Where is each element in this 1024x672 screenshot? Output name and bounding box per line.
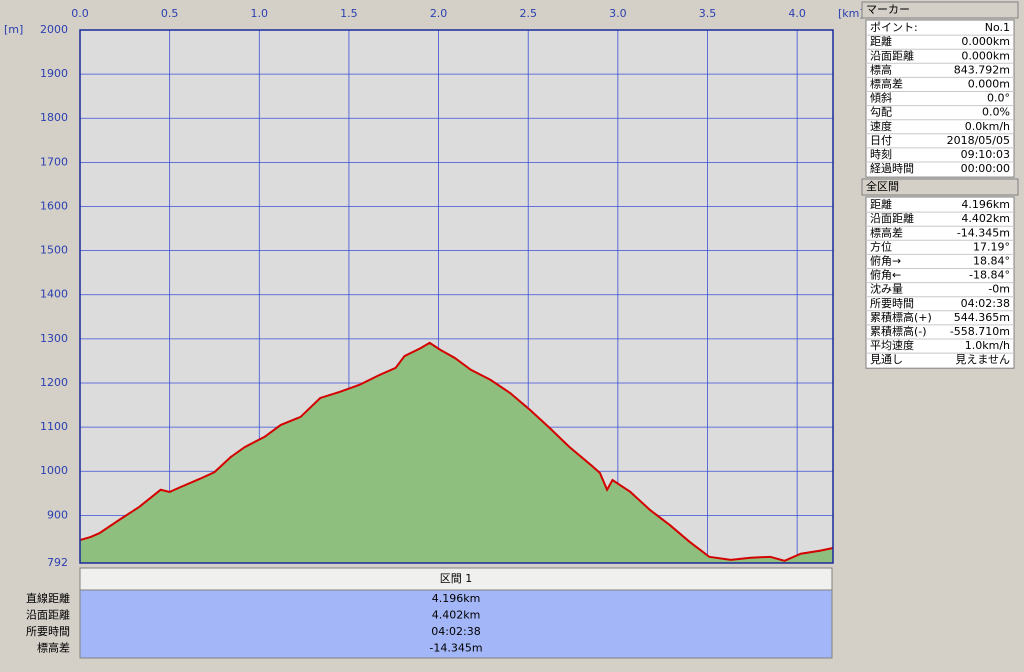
x-tick-label: 1.5 (340, 7, 358, 20)
panel-label: 標高 (870, 62, 892, 76)
y-tick-label: 1200 (40, 376, 68, 389)
section-header: 区間 1 (440, 572, 473, 585)
panel-box (865, 19, 1015, 178)
panel-label: 標高差 (870, 225, 903, 239)
section-label: 沿面距離 (26, 608, 70, 622)
y-tick-label: 1600 (40, 199, 68, 212)
panel-label: 沈み量 (870, 282, 903, 296)
section-values-box (79, 589, 833, 659)
section-value: 04:02:38 (431, 625, 480, 638)
x-tick-label: 3.5 (699, 7, 717, 20)
panel-value: -558.710m (950, 325, 1010, 338)
panel-label: 累積標高(-) (870, 324, 927, 338)
total-title: 全区間 (866, 179, 899, 193)
panel-value: 0.0° (987, 92, 1010, 105)
panel-value: 843.792m (954, 63, 1010, 76)
y-tick-label: 1300 (40, 332, 68, 345)
x-tick-label: 4.0 (788, 7, 806, 20)
y-tick-label: 1100 (40, 420, 68, 433)
panel-value: -14.345m (957, 226, 1010, 239)
panel-label: ポイント: (870, 21, 918, 34)
x-tick-label: 3.0 (609, 7, 627, 20)
panel-label: 俯角← (870, 268, 901, 282)
y-tick-label: 1000 (40, 464, 68, 477)
panel-label: 傾斜 (870, 91, 892, 105)
section-label: 直線距離 (26, 591, 70, 605)
section-value: 4.402km (432, 609, 481, 622)
panel-label: 沿面距離 (870, 48, 914, 62)
panel-value: 00:00:00 (961, 162, 1010, 175)
panel-label: 距離 (870, 34, 892, 48)
marker-title: マーカー (866, 3, 910, 16)
marker-title-box (861, 1, 1019, 19)
y-unit: [m] (4, 23, 23, 36)
panel-value: 2018/05/05 (947, 134, 1010, 147)
panel-value: 544.365m (954, 311, 1010, 324)
panel-label: 日付 (870, 134, 892, 147)
total-title-box (861, 178, 1019, 196)
elevation-line (79, 341, 834, 562)
panel-label: 俯角→ (870, 253, 901, 267)
y-tick-label: 1700 (40, 155, 68, 168)
panel-value: 1.0km/h (965, 339, 1010, 352)
panel-value: 0.000m (968, 77, 1010, 90)
panel-label: 経過時間 (870, 162, 914, 175)
panel-value: 0.000km (961, 49, 1010, 62)
x-tick-label: 1.0 (251, 7, 269, 20)
panel-value: 4.196km (961, 198, 1010, 211)
x-tick-label: 2.0 (430, 7, 448, 20)
panel-value: No.1 (985, 21, 1010, 34)
panel-value: -18.84° (969, 269, 1010, 282)
panel-label: 所要時間 (870, 297, 914, 310)
panel-value: -0m (988, 283, 1010, 296)
x-tick-label: 0.0 (71, 7, 89, 20)
y-tick-label: 1900 (40, 67, 68, 80)
panel-label: 平均速度 (870, 338, 914, 352)
plot-border (79, 29, 834, 564)
y-tick-label: 1800 (40, 111, 68, 124)
x-unit: [km] (838, 7, 864, 20)
x-tick-label: 0.5 (161, 7, 179, 20)
panel-value: 4.402km (961, 212, 1010, 225)
section-label: 所要時間 (26, 625, 70, 638)
y-tick-label: 792 (47, 556, 68, 569)
section-value: 4.196km (432, 592, 481, 605)
y-tick-label: 1400 (40, 288, 68, 301)
area-fill (80, 342, 833, 563)
panel-label: 沿面距離 (870, 211, 914, 225)
panel-value: 0.0km/h (965, 120, 1010, 133)
panel-label: 累積標高(+) (870, 310, 932, 324)
section-value: -14.345m (429, 642, 482, 655)
panel-label: 速度 (870, 119, 892, 133)
panel-value: 見えません (955, 353, 1010, 366)
section-label: 標高差 (37, 641, 70, 655)
panel-value: 04:02:38 (961, 297, 1010, 310)
panel-label: 見通し (870, 353, 903, 366)
x-tick-label: 2.5 (519, 7, 537, 20)
panel-value: 09:10:03 (961, 148, 1010, 161)
y-tick-label: 900 (47, 508, 68, 521)
panel-label: 勾配 (870, 106, 892, 119)
panel-value: 17.19° (973, 240, 1010, 253)
panel-value: 0.0% (982, 106, 1010, 119)
panel-value: 0.000km (961, 35, 1010, 48)
panel-label: 標高差 (870, 76, 903, 90)
panel-label: 距離 (870, 197, 892, 211)
panel-label: 方位 (870, 239, 892, 253)
y-tick-label: 1500 (40, 244, 68, 257)
panel-label: 時刻 (870, 147, 892, 161)
panel-value: 18.84° (973, 254, 1010, 267)
y-tick-label: 2000 (40, 23, 68, 36)
